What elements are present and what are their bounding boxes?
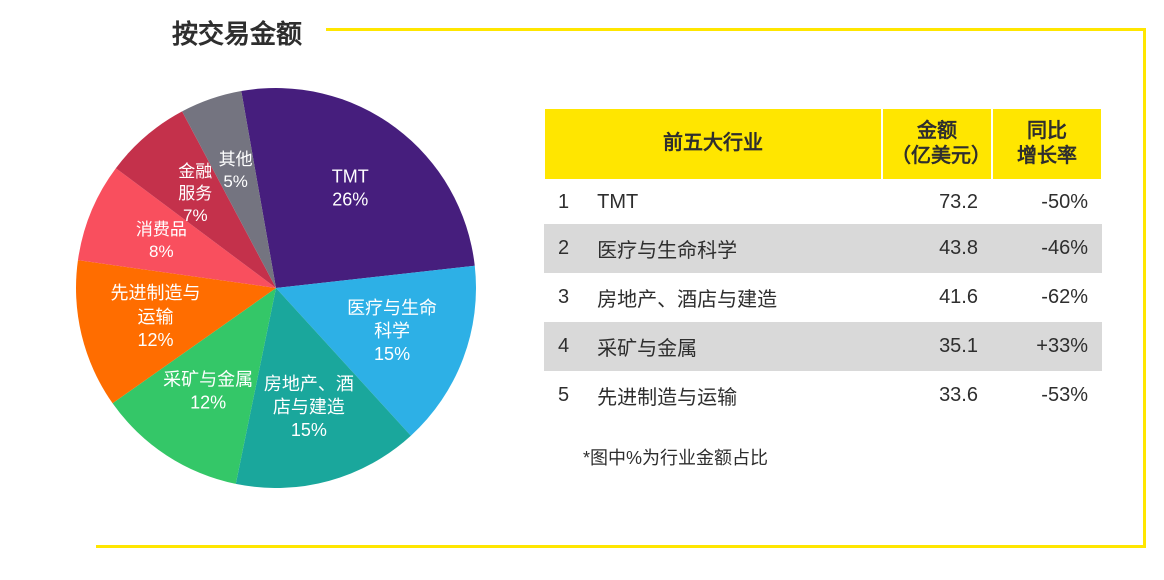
row-amount: 73.2 xyxy=(882,180,992,224)
row-idx: 1 xyxy=(544,180,583,224)
row-idx: 5 xyxy=(544,371,583,420)
col-industry: 前五大行业 xyxy=(544,108,882,180)
row-idx: 3 xyxy=(544,273,583,322)
col-amount: 金额（亿美元） xyxy=(882,108,992,180)
industry-table: 前五大行业 金额（亿美元） 同比增长率 1TMT73.2-50%2医疗与生命科学… xyxy=(543,107,1103,420)
row-rate: -46% xyxy=(992,224,1102,273)
pie-label-3: 采矿与金属12% xyxy=(163,368,253,415)
table-row: 1TMT73.2-50% xyxy=(544,180,1102,224)
pie-label-7: 其他5% xyxy=(219,149,253,193)
chart-frame: TMT26% 医疗与生命科学15%房地产、酒店与建造15%采矿与金属12% 先进制造… xyxy=(96,28,1146,548)
pie-label-2: 房地产、酒店与建造15% xyxy=(264,372,354,442)
row-amount: 33.6 xyxy=(882,371,992,420)
row-industry: 医疗与生命科学 xyxy=(583,224,882,273)
pie-label-4: 先进制造与运输12% xyxy=(110,282,200,352)
footnote: *图中%为行业金额占比 xyxy=(543,444,1103,470)
row-rate: +33% xyxy=(992,322,1102,371)
row-industry: TMT xyxy=(583,180,882,224)
row-industry: 先进制造与运输 xyxy=(583,371,882,420)
row-idx: 2 xyxy=(544,224,583,273)
table-row: 2医疗与生命科学43.8-46% xyxy=(544,224,1102,273)
row-idx: 4 xyxy=(544,322,583,371)
row-rate: -62% xyxy=(992,273,1102,322)
row-industry: 采矿与金属 xyxy=(583,322,882,371)
pie-label-0: TMT26% xyxy=(332,165,369,212)
row-amount: 43.8 xyxy=(882,224,992,273)
pie-label-6: 金融服务7% xyxy=(178,161,212,227)
content-row: TMT26% 医疗与生命科学15%房地产、酒店与建造15%采矿与金属12% 先进制造… xyxy=(96,31,1143,545)
table-header-row: 前五大行业 金额（亿美元） 同比增长率 xyxy=(544,108,1102,180)
table-area: 前五大行业 金额（亿美元） 同比增长率 1TMT73.2-50%2医疗与生命科学… xyxy=(543,107,1103,470)
row-industry: 房地产、酒店与建造 xyxy=(583,273,882,322)
row-rate: -53% xyxy=(992,371,1102,420)
col-rate: 同比增长率 xyxy=(992,108,1102,180)
row-amount: 35.1 xyxy=(882,322,992,371)
chart-title: 按交易金额 xyxy=(172,14,302,51)
row-amount: 41.6 xyxy=(882,273,992,322)
table-row: 4采矿与金属35.1+33% xyxy=(544,322,1102,371)
table-row: 3房地产、酒店与建造41.6-62% xyxy=(544,273,1102,322)
row-rate: -50% xyxy=(992,180,1102,224)
pie-chart: TMT26% 医疗与生命科学15%房地产、酒店与建造15%采矿与金属12% 先进制造… xyxy=(36,48,516,528)
pie-label-1: 医疗与生命科学15% xyxy=(347,297,437,367)
title-container: 按交易金额 xyxy=(92,14,326,51)
table-row: 5先进制造与运输33.6-53% xyxy=(544,371,1102,420)
